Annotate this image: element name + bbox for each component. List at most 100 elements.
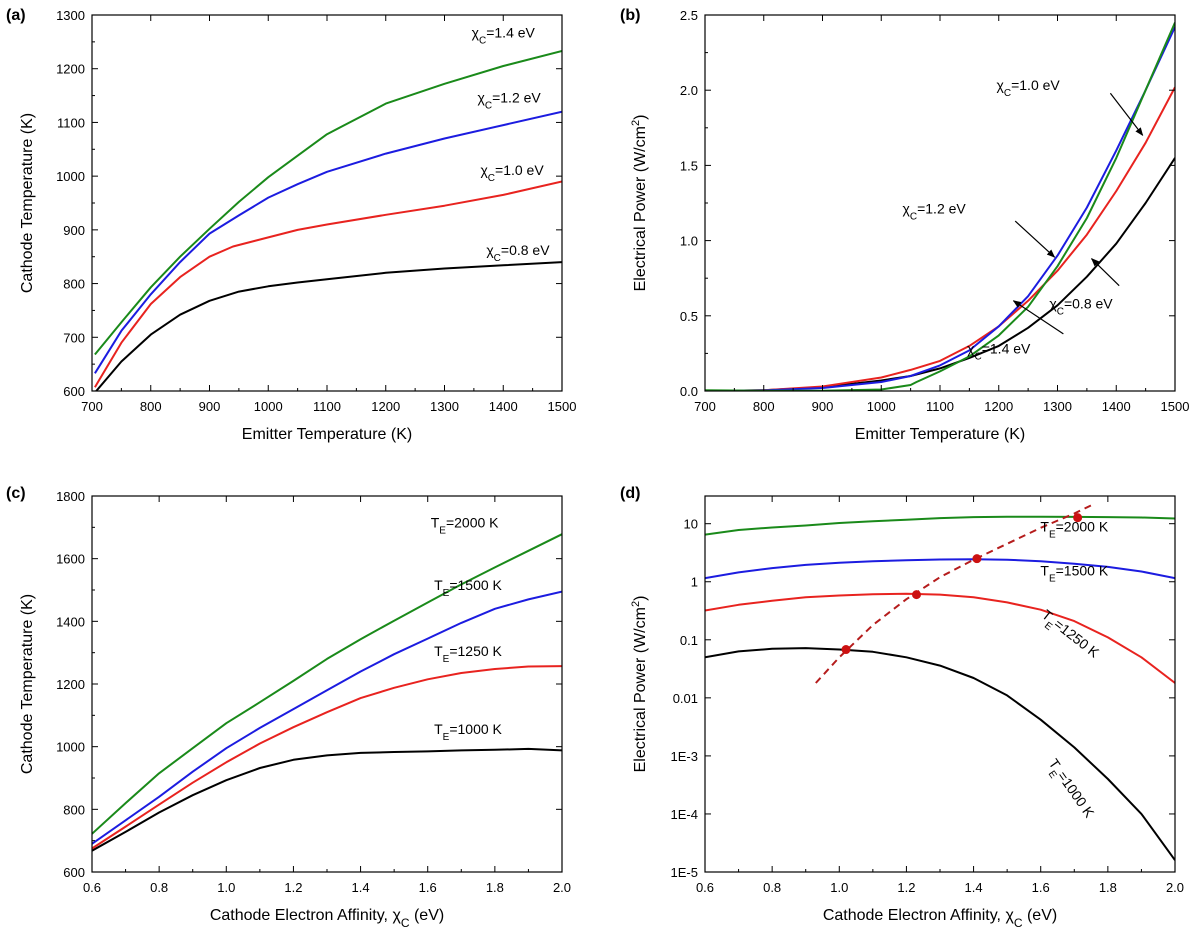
series-line-3 <box>92 590 562 845</box>
x-tick-label: 1.4 <box>965 880 983 895</box>
series-annotation-3: χC=0.8 eV <box>1049 295 1113 317</box>
panel-letter: (c) <box>6 485 26 502</box>
x-tick-label: 1100 <box>313 399 341 414</box>
y-axis-title-main: Electrical Power (W/cm <box>632 126 649 291</box>
x-axis-title-subscript: C <box>401 916 410 930</box>
annotation-subscript: C <box>494 253 501 264</box>
series-line-4 <box>705 647 1175 861</box>
annotation-rest: =1500 K <box>449 577 502 593</box>
x-axis-title: Emitter Temperature (K) <box>242 426 412 443</box>
x-tick-label: 0.8 <box>763 880 781 895</box>
series-annotation-1: χC=1.4 eV <box>472 25 536 47</box>
annotation-symbol: χ <box>478 90 486 106</box>
x-axis-title-subscript: C <box>1014 916 1023 930</box>
x-tick-label: 0.6 <box>83 880 101 895</box>
annotation-rest: =2000 K <box>446 514 499 530</box>
x-tick-label: 0.8 <box>150 880 168 895</box>
y-tick-label: 1800 <box>56 489 85 504</box>
series-line-3 <box>94 110 562 374</box>
series-line-1 <box>92 747 562 852</box>
annotation-subscript: E <box>439 525 446 536</box>
y-tick-label: 1000 <box>56 740 85 755</box>
series-line-4 <box>94 50 562 356</box>
plot-area <box>705 502 1175 861</box>
series-annotation-4: TE=1000 K <box>434 721 502 743</box>
y-tick-label: 1600 <box>56 552 85 567</box>
x-axis-title-rest: (eV) <box>1023 907 1058 924</box>
x-tick-label: 1.8 <box>486 880 504 895</box>
annotation-rest: =1.4 eV <box>486 25 535 41</box>
x-tick-label: 1.2 <box>897 880 915 895</box>
y-tick-label: 2.5 <box>680 8 698 23</box>
panel-letter: (a) <box>6 7 26 24</box>
x-tick-label: 1500 <box>548 399 577 414</box>
optimum-point-marker-3 <box>972 554 982 564</box>
series-line-1 <box>705 515 1175 536</box>
x-tick-label: 1000 <box>867 399 896 414</box>
annotation-rest: =2000 K <box>1056 519 1109 535</box>
y-axis-title: Electrical Power (W/cm2) <box>630 115 649 292</box>
x-tick-label: 1.2 <box>284 880 302 895</box>
y-tick-label: 0.1 <box>680 633 698 648</box>
plot-area <box>92 533 562 852</box>
annotation-rest: =0.8 eV <box>1064 295 1113 311</box>
y-tick-label: 1E-3 <box>671 749 698 764</box>
annotation-subscript: E <box>1049 573 1056 584</box>
annotation-rest: =1500 K <box>1056 563 1109 579</box>
y-tick-label: 0.0 <box>680 384 698 399</box>
annotation-subscript: C <box>1057 306 1064 317</box>
annotation-rest: =1.4 eV <box>982 340 1031 356</box>
optimum-point-marker-2 <box>912 590 921 600</box>
y-tick-label: 1E-4 <box>671 807 698 822</box>
y-tick-label: 700 <box>63 330 85 345</box>
y-tick-label: 0.01 <box>673 691 698 706</box>
x-tick-label: 1.0 <box>217 880 235 895</box>
x-tick-label: 0.6 <box>696 880 714 895</box>
optimum-point-marker-4 <box>1073 513 1083 523</box>
y-axis-title-superscript: 2 <box>630 120 642 126</box>
annotation-arrow-1 <box>1109 92 1144 136</box>
x-tick-label: 1400 <box>1102 399 1131 414</box>
series-line-3 <box>705 592 1175 684</box>
x-tick-label: 900 <box>812 399 834 414</box>
annotation-subscript: C <box>479 35 486 46</box>
series-annotation-1: TE=2000 K <box>431 514 499 536</box>
x-axis-title: Emitter Temperature (K) <box>855 426 1025 443</box>
y-axis-title-rest: ) <box>632 596 649 601</box>
series-annotation-1: χC=1.0 eV <box>997 77 1061 99</box>
annotation-subscript: C <box>1004 88 1011 99</box>
y-tick-label: 1 <box>691 575 698 590</box>
annotation-symbol: χ <box>967 340 975 356</box>
x-tick-label: 1.6 <box>1032 880 1050 895</box>
annotation-symbol: T <box>434 721 443 737</box>
annotation-subscript: C <box>974 351 981 362</box>
x-axis-title-rest: (eV) <box>410 907 445 924</box>
y-tick-label: 1400 <box>56 614 85 629</box>
annotation-arrow-3 <box>1090 258 1120 287</box>
y-tick-label: 0.5 <box>680 309 698 324</box>
annotation-rest: =1000 K <box>1054 768 1098 821</box>
x-tick-label: 1000 <box>254 399 283 414</box>
annotation-symbol: χ <box>903 201 911 217</box>
plot-frame <box>91 495 563 873</box>
optimum-point-marker-1 <box>841 645 851 655</box>
x-tick-label: 1.6 <box>419 880 437 895</box>
series-annotation-4: TE=1000 K <box>1041 756 1098 824</box>
annotation-symbol: T <box>431 514 440 530</box>
series-annotation-2: χC=1.2 eV <box>903 201 967 223</box>
series-line-4 <box>705 22 1175 391</box>
series-line-2 <box>92 665 562 850</box>
y-tick-label: 10 <box>684 517 698 532</box>
series-annotation-3: TE=1250 K <box>1036 606 1103 665</box>
y-tick-label: 1200 <box>56 677 85 692</box>
x-tick-label: 700 <box>81 399 103 414</box>
annotation-rest: =1.2 eV <box>492 90 541 106</box>
x-axis-title: Cathode Electron Affinity, χC (eV) <box>823 907 1057 930</box>
annotation-arrow-4 <box>1012 300 1064 335</box>
chart-panel-4: (d) 0.6 0.8 1.0 1.2 1.4 1.6 1.8 2.0 1E-5 1E-4 1E-3 0… <box>620 485 1184 930</box>
y-tick-label: 800 <box>63 802 85 817</box>
panel-letter: (b) <box>620 7 640 24</box>
annotation-subscript: E <box>1049 529 1056 540</box>
annotation-subscript: E <box>443 588 450 599</box>
